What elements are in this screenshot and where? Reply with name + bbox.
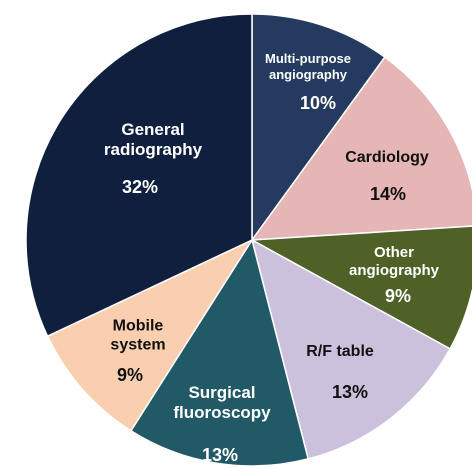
value-label: 14% — [370, 184, 406, 204]
pie-slice — [251, 13, 386, 243]
value-label: 9% — [385, 286, 411, 306]
value-label: 10% — [300, 93, 336, 113]
pie-slice — [250, 238, 452, 460]
slice-label: General radiography — [104, 120, 203, 159]
pie-slice — [249, 225, 472, 350]
value-label: 9% — [117, 365, 143, 385]
slice-label: Multi-purpose angiography — [265, 52, 351, 83]
pie-slice — [25, 13, 253, 338]
slice-label: Mobile system — [110, 318, 165, 354]
slice-label: Cardiology — [345, 149, 429, 166]
pie-slice — [250, 56, 472, 241]
pie-slice — [46, 238, 255, 432]
pie-slice — [129, 238, 310, 467]
value-label: 13% — [202, 445, 238, 465]
value-label: 13% — [332, 382, 368, 402]
value-label: 32% — [122, 177, 158, 197]
slice-label: Surgical fluoroscopy — [173, 383, 271, 422]
slice-label: Other angiography — [349, 244, 440, 279]
slice-label: R/F table — [306, 343, 374, 360]
